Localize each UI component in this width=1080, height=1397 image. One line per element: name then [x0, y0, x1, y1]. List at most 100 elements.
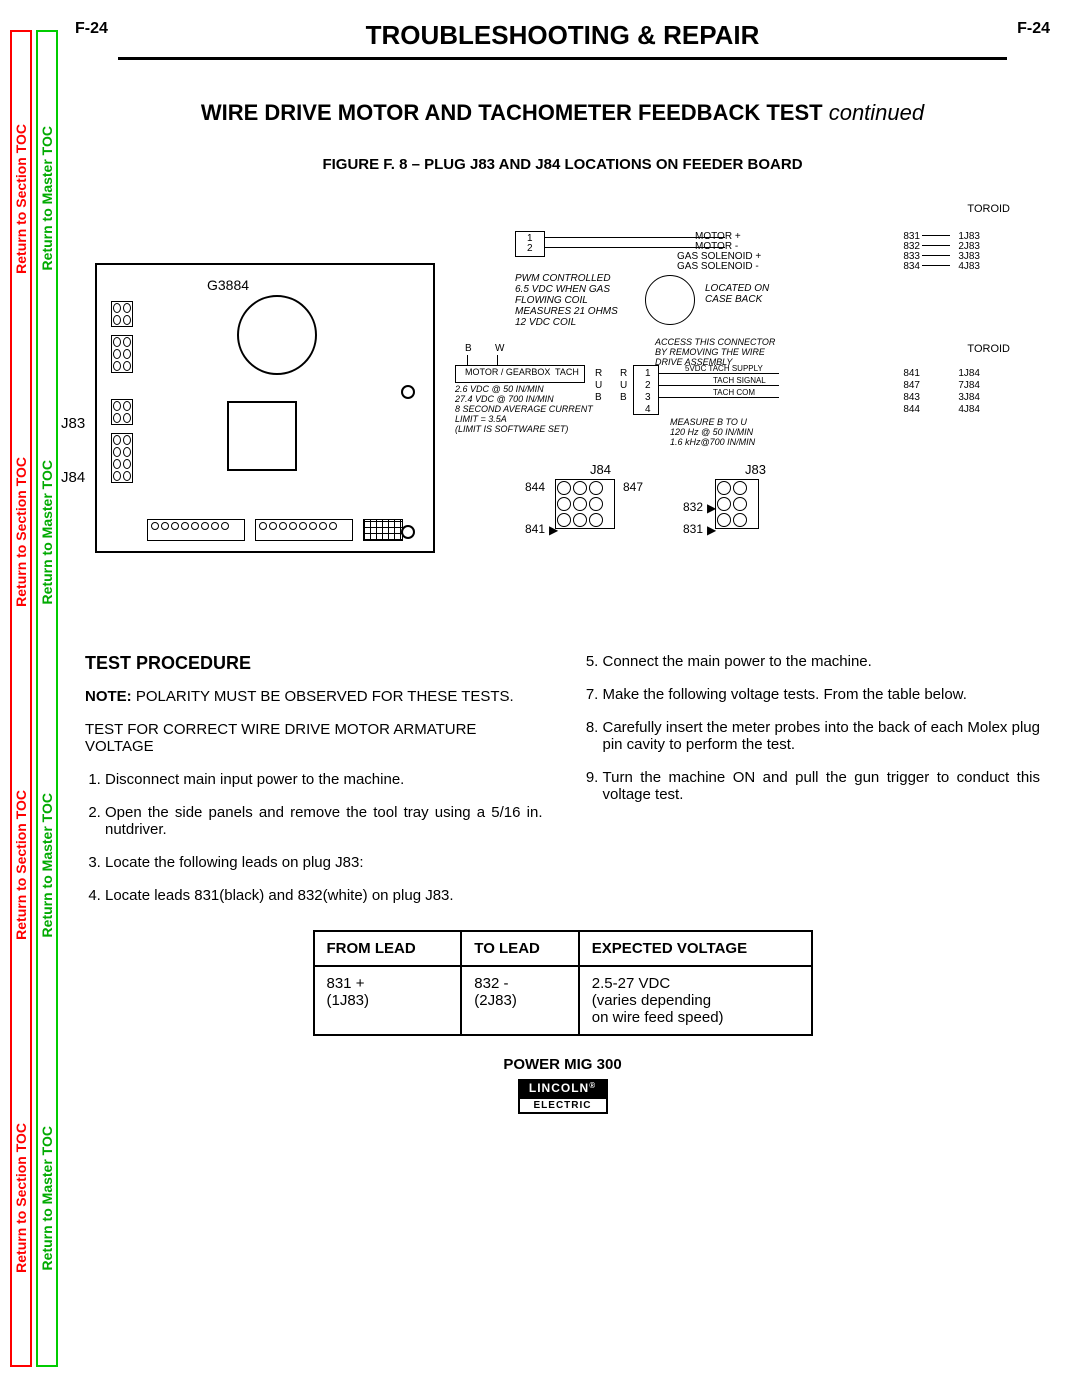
step-1: Disconnect main input power to the machi… [105, 771, 543, 788]
page-number-right: F-24 [1017, 20, 1050, 38]
j83-label: J83 [61, 415, 85, 432]
feeder-board-diagram: G3884 J83 J84 [95, 263, 435, 553]
return-section-toc-link-4[interactable]: Return to Section TOC [13, 1123, 29, 1273]
return-master-toc-link-2[interactable]: Return to Master TOC [39, 460, 55, 604]
voltage-table: FROM LEAD TO LEAD EXPECTED VOLTAGE 831 +… [313, 930, 813, 1036]
tach-com: TACH COM [713, 389, 755, 398]
th-from: FROM LEAD [314, 931, 462, 966]
page-content: F-24 TROUBLESHOOTING & REPAIR F-24 WIRE … [75, 20, 1050, 1377]
b-in: B [620, 392, 627, 403]
test-procedure-heading: TEST PROCEDURE [85, 653, 543, 674]
table-row: 831 + (1J83) 832 - (2J83) 2.5-27 VDC (va… [314, 966, 812, 1035]
j84-pin-843: 843 [903, 392, 920, 403]
procedure-columns: TEST PROCEDURE NOTE: POLARITY MUST BE OB… [75, 653, 1050, 920]
step-7: Make the following voltage tests. From t… [603, 686, 1041, 703]
wiring-schematic: TOROID 1 2 MOTOR + MOTOR - GAS SOLENOID … [455, 203, 1030, 633]
figure-f8: G3884 J83 J84 [75, 203, 1050, 633]
gas-solenoid-circle [645, 275, 695, 325]
logo-top-text: LINCOLN [529, 1081, 589, 1095]
note-text: POLARITY MUST BE OBSERVED FOR THESE TEST… [136, 688, 514, 705]
td-expected: 2.5-27 VDC (varies depending on wire fee… [579, 966, 812, 1035]
measure-note: MEASURE B TO U 120 Hz @ 50 IN/MIN 1.6 kH… [670, 418, 755, 448]
page-number-left: F-24 [75, 20, 108, 38]
j84-ref-4: 4J84 [958, 404, 980, 415]
return-master-toc-link-1[interactable]: Return to Master TOC [39, 126, 55, 270]
toc-rails: Return to Section TOC Return to Section … [10, 30, 60, 1367]
board-id-label: G3884 [207, 277, 249, 293]
master-toc-rail: Return to Master TOC Return to Master TO… [36, 30, 58, 1367]
right-column: Connect the main power to the machine. M… [583, 653, 1041, 920]
step-5: Connect the main power to the machine. [603, 653, 1041, 670]
step-4: Locate leads 831(black) and 832(white) o… [105, 887, 543, 904]
board-circle-1 [237, 295, 317, 375]
pin-841: 841 [525, 523, 545, 536]
u-in: U [620, 380, 627, 391]
left-steps: Disconnect main input power to the machi… [85, 771, 543, 904]
r-out: R [595, 368, 602, 379]
toroid-label-2: TOROID [967, 343, 1010, 355]
step-3: Locate the following leads on plug J83: [105, 854, 543, 871]
step-9: Turn the machine ON and pull the gun tri… [603, 769, 1041, 803]
td-from: 831 + (1J83) [314, 966, 462, 1035]
board-circle-3 [401, 525, 415, 539]
page-footer: POWER MIG 300 LINCOLN® ELECTRIC [75, 1056, 1050, 1114]
td-to: 832 - (2J83) [461, 966, 579, 1035]
j84-ref-2: 7J84 [958, 380, 980, 391]
u-out: U [595, 380, 602, 391]
pin2-label: 2 [527, 243, 533, 254]
r-in: R [620, 368, 627, 379]
return-section-toc-link-2[interactable]: Return to Section TOC [13, 457, 29, 607]
bottom-connectors [147, 519, 403, 541]
gas-sol-minus: GAS SOLENOID - [677, 261, 759, 272]
pin-831: 831 [683, 523, 703, 536]
return-section-toc-link-1[interactable]: Return to Section TOC [13, 124, 29, 274]
j84-ref-1: 1J84 [958, 368, 980, 379]
j84-ref-3: 3J84 [958, 392, 980, 403]
right-steps: Connect the main power to the machine. M… [583, 653, 1041, 803]
page-header: F-24 TROUBLESHOOTING & REPAIR F-24 [75, 20, 1050, 60]
board-rect [227, 401, 297, 471]
b-out: B [595, 392, 602, 403]
j83-ref-4: 4J83 [958, 261, 980, 272]
logo-reg: ® [589, 1081, 596, 1090]
test-for-text: TEST FOR CORRECT WIRE DRIVE MOTOR ARMATU… [85, 721, 543, 755]
section-toc-rail: Return to Section TOC Return to Section … [10, 30, 32, 1367]
left-connectors [111, 301, 133, 483]
page-subtitle: WIRE DRIVE MOTOR AND TACHOMETER FEEDBACK… [75, 100, 1050, 126]
pinout-j84-label: J84 [590, 463, 611, 477]
pwm-note: PWM CONTROLLED 6.5 VDC WHEN GAS FLOWING … [515, 273, 618, 328]
return-master-toc-link-4[interactable]: Return to Master TOC [39, 1126, 55, 1270]
pinout-j83-label: J83 [745, 463, 766, 477]
j83-pinout [715, 479, 759, 529]
figure-caption: FIGURE F. 8 – PLUG J83 AND J84 LOCATIONS… [75, 156, 1050, 173]
w-label: W [495, 343, 504, 354]
lincoln-logo: LINCOLN® ELECTRIC [518, 1079, 608, 1114]
step-8: Carefully insert the meter probes into t… [603, 719, 1041, 753]
motor-gearbox-label: MOTOR / GEARBOX [465, 368, 550, 378]
toroid-label-1: TOROID [967, 203, 1010, 215]
tach-signal: TACH SIGNAL [713, 377, 766, 386]
return-master-toc-link-3[interactable]: Return to Master TOC [39, 793, 55, 937]
th-expected: EXPECTED VOLTAGE [579, 931, 812, 966]
j84-pin-844: 844 [903, 404, 920, 415]
pin-844: 844 [525, 481, 545, 494]
pin-832: 832 [683, 501, 703, 514]
return-section-toc-link-3[interactable]: Return to Section TOC [13, 790, 29, 940]
polarity-note: NOTE: POLARITY MUST BE OBSERVED FOR THES… [85, 688, 543, 705]
model-label: POWER MIG 300 [75, 1056, 1050, 1073]
tach-label: TACH [555, 368, 579, 378]
th-to: TO LEAD [461, 931, 579, 966]
j83-pin-834: 834 [903, 261, 920, 272]
located-note: LOCATED ON CASE BACK [705, 283, 769, 305]
left-column: TEST PROCEDURE NOTE: POLARITY MUST BE OB… [85, 653, 543, 920]
board-circle-2 [401, 385, 415, 399]
pin-847: 847 [623, 481, 643, 494]
motor-spec: 2.6 VDC @ 50 IN/MIN 27.4 VDC @ 700 IN/MI… [455, 385, 593, 434]
j84-pin-841: 841 [903, 368, 920, 379]
tach-supply: 5VDC TACH SUPPLY [685, 365, 763, 374]
j84-pinout [555, 479, 615, 529]
section-title: TROUBLESHOOTING & REPAIR [118, 20, 1007, 60]
j84-label: J84 [61, 469, 85, 486]
b-label: B [465, 343, 472, 354]
subtitle-continued: continued [829, 100, 924, 125]
